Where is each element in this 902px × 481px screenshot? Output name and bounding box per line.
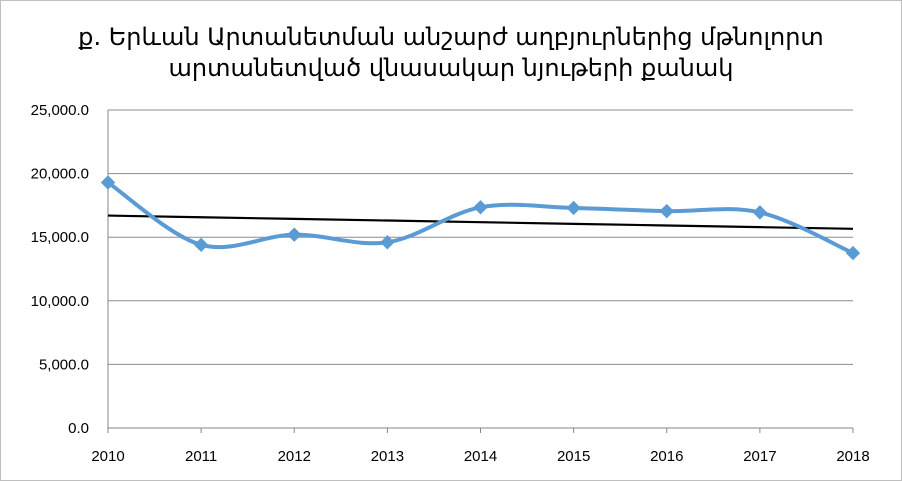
- chart-title-line-1: ք. Երևան Արտանետման անշարժ աղբյուրներից …: [78, 23, 824, 51]
- x-tick-label: 2012: [278, 448, 311, 465]
- x-tick-label: 2018: [836, 448, 869, 465]
- y-tick-label: 20,000.0: [31, 166, 89, 183]
- y-tick-label: 15,000.0: [31, 229, 89, 246]
- data-point-marker: [100, 175, 116, 190]
- data-point-marker: [659, 203, 674, 219]
- y-tick-label: 10,000.0: [31, 293, 89, 310]
- trend-line: [107, 214, 854, 230]
- data-point-marker: [566, 200, 581, 216]
- data-point-marker: [845, 245, 861, 261]
- data-point-marker: [473, 200, 488, 215]
- y-tick-label: 5,000.0: [39, 356, 89, 373]
- x-tick-label: 2014: [464, 448, 497, 465]
- data-point-marker: [287, 227, 302, 242]
- x-tick-label: 2015: [557, 448, 590, 465]
- x-tick-label: 2013: [371, 448, 404, 465]
- x-tick-label: 2011: [185, 448, 217, 465]
- chart-title: ք. Երևան Արտանետման անշարժ աղբյուրներից …: [0, 22, 902, 84]
- data-point-marker: [193, 237, 209, 253]
- x-tick-label: 2016: [650, 448, 683, 465]
- x-tick-label: 2010: [91, 448, 124, 465]
- data-point-marker: [380, 235, 395, 250]
- y-tick-label: 25,000.0: [31, 102, 89, 119]
- chart-title-line-2: արտանետված վնասակար նյութերի քանակ: [168, 54, 734, 82]
- y-tick-label: 0.0: [68, 420, 89, 437]
- data-point-marker: [752, 205, 768, 220]
- x-tick-label: 2017: [743, 448, 776, 465]
